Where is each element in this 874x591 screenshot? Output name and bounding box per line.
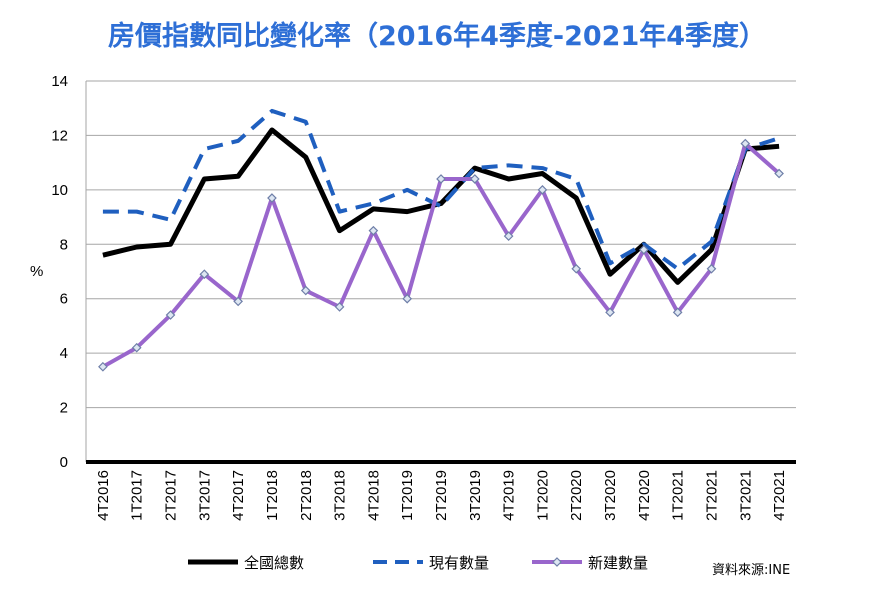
data-point-marker xyxy=(368,225,379,236)
x-tick-labels: 4T2016 1T2017 2T2017 3T2017 4T2017 1T2018 2T20… xyxy=(95,470,788,521)
y-tick-label: 10 xyxy=(51,182,68,199)
x-tick-label: 1T2021 xyxy=(670,470,687,521)
data-point-marker xyxy=(639,244,649,255)
y-tick-label: 8 xyxy=(60,236,68,253)
data-point-marker xyxy=(165,310,176,320)
x-tick-label: 3T2021 xyxy=(737,470,754,521)
x-tick-label: 2T2017 xyxy=(163,470,180,521)
x-tick-label: 3T2019 xyxy=(467,470,484,521)
x-tick-label: 1T2019 xyxy=(399,470,416,521)
data-point-marker xyxy=(233,296,243,307)
x-tick-label: 4T2016 xyxy=(95,470,112,521)
y-tick-label: 14 xyxy=(51,73,68,90)
series-line xyxy=(102,127,780,285)
x-tick-label: 4T2020 xyxy=(636,470,653,521)
x-tick-label: 3T2017 xyxy=(196,470,213,521)
y-tick-label: 2 xyxy=(60,400,68,417)
x-tick-label: 2T2021 xyxy=(703,470,720,521)
x-tick-label: 3T2020 xyxy=(602,470,619,521)
data-point-marker xyxy=(300,285,311,296)
x-tick-label: 2T2018 xyxy=(298,470,315,521)
source-note: 資料來源:INE xyxy=(712,563,790,578)
data-point-marker xyxy=(706,263,717,274)
y-tick-label: 6 xyxy=(60,291,68,308)
y-tick-label: 4 xyxy=(60,345,68,362)
data-point-marker xyxy=(774,168,784,179)
x-tick-label: 2T2019 xyxy=(433,470,450,521)
legend: 全國總數 現有數量 新建數量 xyxy=(188,554,648,572)
x-tick-label: 4T2018 xyxy=(365,470,382,521)
y-axis-label: % xyxy=(30,263,43,280)
x-tick-label: 2T2020 xyxy=(568,470,585,521)
y-tick-labels: 0 2 4 6 8 10 12 14 xyxy=(51,73,68,471)
legend-marker xyxy=(552,557,562,567)
data-point-marker xyxy=(334,302,345,312)
data-point-marker xyxy=(98,361,108,372)
y-tick-label: 0 xyxy=(60,454,68,471)
data-point-marker xyxy=(537,185,548,195)
y-tick-label: 12 xyxy=(51,127,68,144)
data-point-marker xyxy=(672,307,683,318)
x-tick-label: 1T2017 xyxy=(129,470,146,521)
data-point-marker xyxy=(503,231,514,241)
x-tick-label: 4T2019 xyxy=(501,470,518,521)
data-point-marker xyxy=(131,342,142,353)
x-tick-label: 1T2020 xyxy=(534,470,551,521)
axes xyxy=(85,81,796,464)
x-tick-label: 4T2017 xyxy=(230,470,247,521)
data-point-marker xyxy=(199,269,210,280)
data-point-marker xyxy=(571,263,582,274)
data-point-marker xyxy=(436,174,446,184)
x-tick-label: 4T2021 xyxy=(771,470,788,521)
data-point-marker xyxy=(402,293,413,304)
data-point-marker xyxy=(605,307,615,318)
chart-title: 房價指數同比變化率（2016年4季度-2021年4季度） xyxy=(107,21,767,52)
legend-label: 現有數量 xyxy=(429,554,489,572)
x-tick-label: 3T2018 xyxy=(332,470,349,521)
data-point-marker xyxy=(740,138,751,149)
data-point-marker xyxy=(267,193,277,203)
data-point-marker xyxy=(469,174,480,184)
grid-lines xyxy=(86,80,796,409)
series-line xyxy=(102,108,780,271)
series-lines xyxy=(98,108,784,372)
legend-label: 新建數量 xyxy=(588,554,648,572)
x-tick-label: 1T2018 xyxy=(264,470,281,521)
legend-label: 全國總數 xyxy=(244,554,304,572)
